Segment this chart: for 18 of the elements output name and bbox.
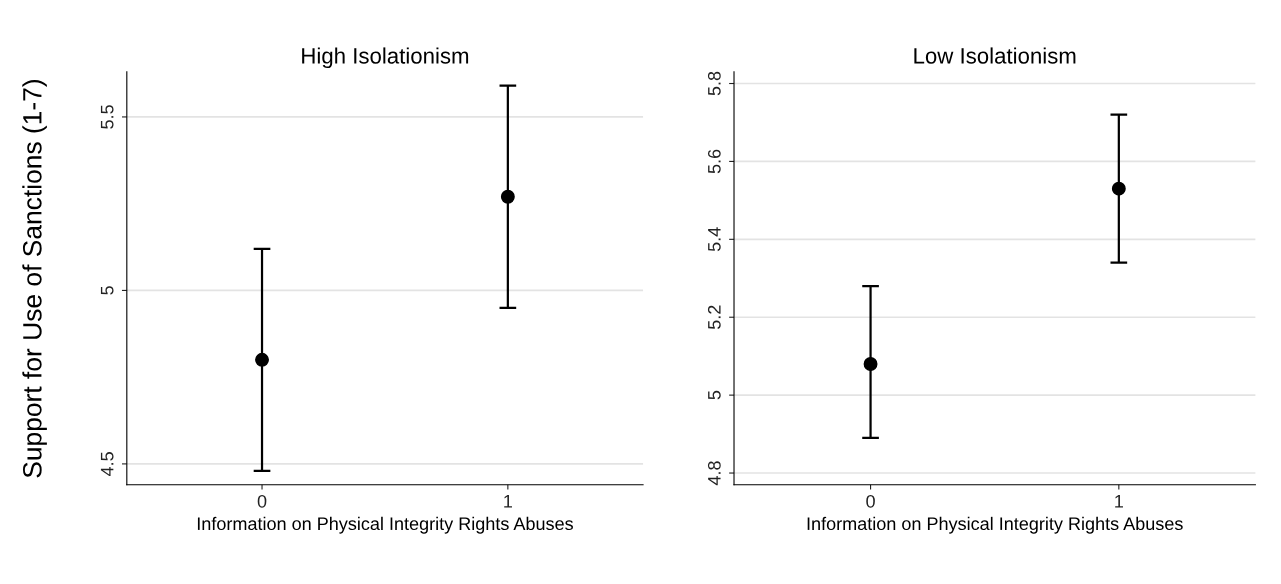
y-tick-label: 5 xyxy=(100,286,114,295)
chart-title: Low Isolationism xyxy=(914,47,1076,64)
x-tick-label: 1 xyxy=(1115,495,1123,508)
y-tick-label: 4.5 xyxy=(100,452,114,477)
y-tick-label: 5.5 xyxy=(100,105,114,129)
y-tick-label: 4.8 xyxy=(707,461,721,486)
x-tick-label: 0 xyxy=(866,494,875,508)
x-tick-label: 1 xyxy=(504,495,512,508)
y-tick-label: 5.8 xyxy=(707,71,721,96)
y-tick-label: 5.4 xyxy=(708,227,721,252)
x-axis-title: Information on Physical Integrity Rights Abuses xyxy=(197,516,573,534)
y-tick-label: 5.2 xyxy=(707,305,721,330)
y-axis-title: Support for Use of Sanctions (1-7) xyxy=(22,79,47,478)
y-tick-label: 5 xyxy=(708,390,721,400)
chart-title: High Isolationism xyxy=(302,47,469,69)
y-tick-label: 5.6 xyxy=(707,149,721,174)
x-axis-title: Information on Physical Integrity Rights Abuses xyxy=(807,516,1183,534)
x-tick-label: 0 xyxy=(257,494,267,508)
